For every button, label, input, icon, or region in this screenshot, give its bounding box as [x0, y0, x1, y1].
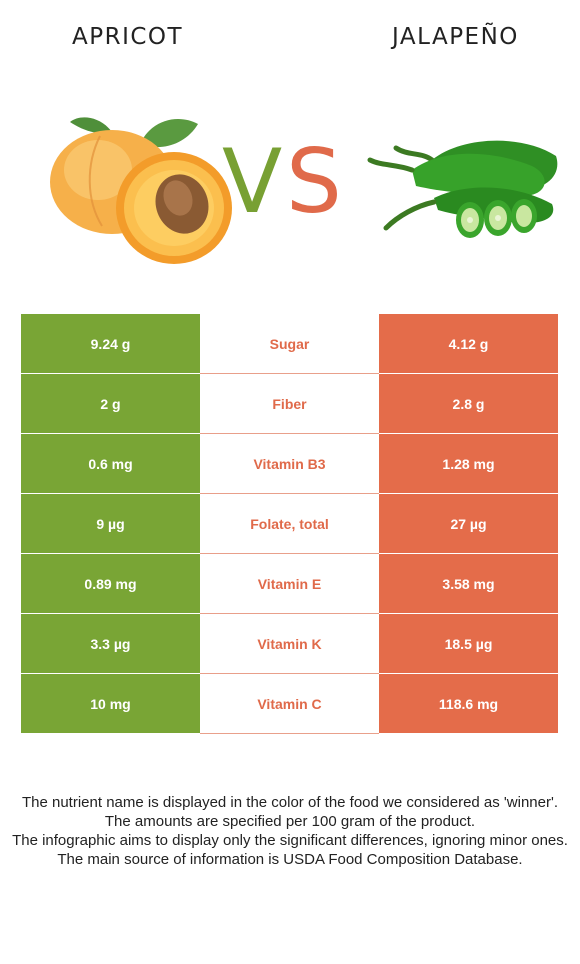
value-jalapeno: 4.12 g [379, 314, 558, 373]
footer-note: The infographic aims to display only the… [12, 832, 568, 849]
row-divider [379, 493, 558, 494]
row-divider [21, 733, 200, 734]
table-row: 0.89 mg Vitamin E 3.58 mg [21, 554, 558, 614]
apricot-leaf-left [70, 117, 112, 134]
apricot-image [40, 108, 240, 268]
value-apricot: 0.6 mg [21, 434, 200, 493]
row-divider [200, 733, 379, 734]
table-row: 2 g Fiber 2.8 g [21, 374, 558, 434]
row-divider [379, 373, 558, 374]
row-divider [21, 433, 200, 434]
row-divider [379, 433, 558, 434]
row-divider [200, 433, 379, 434]
food-title-apricot: APRICOT [72, 24, 184, 50]
value-jalapeno: 18.5 µg [379, 614, 558, 673]
row-divider [21, 613, 200, 614]
value-jalapeno: 2.8 g [379, 374, 558, 433]
row-divider [200, 373, 379, 374]
apricot-leaf-right [140, 118, 198, 148]
pepper-middle [412, 153, 545, 196]
table-row: 3.3 µg Vitamin K 18.5 µg [21, 614, 558, 674]
value-jalapeno: 3.58 mg [379, 554, 558, 613]
food-title-jalapeno: JALAPEÑO [392, 24, 519, 50]
nutrient-name: Fiber [200, 374, 379, 433]
row-divider [21, 373, 200, 374]
vs-letter-s: S [286, 130, 342, 233]
footer-notes: The nutrient name is displayed in the co… [10, 793, 570, 869]
nutrient-name: Vitamin E [200, 554, 379, 613]
row-divider [200, 493, 379, 494]
vs-label: V S [222, 138, 350, 228]
table-row: 9.24 g Sugar 4.12 g [21, 314, 558, 374]
row-divider [200, 673, 379, 674]
row-divider [21, 673, 200, 674]
row-divider [200, 613, 379, 614]
value-apricot: 0.89 mg [21, 554, 200, 613]
value-apricot: 2 g [21, 374, 200, 433]
vs-letter-v: V [222, 130, 283, 233]
nutrient-name: Vitamin B3 [200, 434, 379, 493]
nutrient-name: Vitamin C [200, 674, 379, 733]
footer-note: The nutrient name is displayed in the co… [21, 794, 559, 811]
table-row: 0.6 mg Vitamin B3 1.28 mg [21, 434, 558, 494]
value-apricot: 9 µg [21, 494, 200, 553]
table-row: 10 mg Vitamin C 118.6 mg [21, 674, 558, 734]
value-apricot: 9.24 g [21, 314, 200, 373]
nutrient-name: Sugar [200, 314, 379, 373]
jalapeno-image [362, 126, 562, 246]
value-jalapeno: 1.28 mg [379, 434, 558, 493]
value-jalapeno: 27 µg [379, 494, 558, 553]
row-divider [200, 553, 379, 554]
nutrient-name: Folate, total [200, 494, 379, 553]
footer-note: The amounts are specified per 100 gram o… [104, 813, 476, 830]
row-divider [379, 613, 558, 614]
value-apricot: 10 mg [21, 674, 200, 733]
row-divider [379, 733, 558, 734]
row-divider [21, 493, 200, 494]
table-row: 9 µg Folate, total 27 µg [21, 494, 558, 554]
value-jalapeno: 118.6 mg [379, 674, 558, 733]
row-divider [379, 673, 558, 674]
footer-note: The main source of information is USDA F… [57, 851, 523, 868]
row-divider [379, 553, 558, 554]
value-apricot: 3.3 µg [21, 614, 200, 673]
row-divider [21, 553, 200, 554]
nutrient-name: Vitamin K [200, 614, 379, 673]
